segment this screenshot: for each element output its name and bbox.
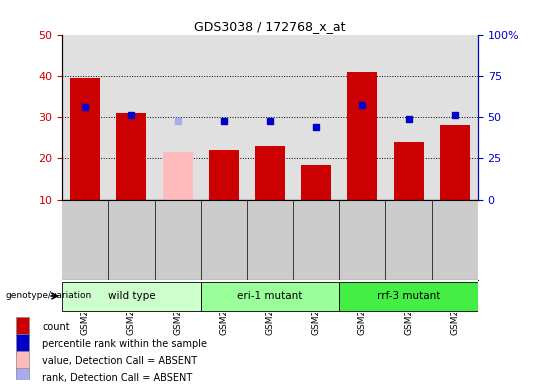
Text: rank, Detection Call = ABSENT: rank, Detection Call = ABSENT bbox=[43, 372, 193, 382]
Bar bbox=[209, 150, 239, 200]
Title: GDS3038 / 172768_x_at: GDS3038 / 172768_x_at bbox=[194, 20, 346, 33]
Bar bbox=[163, 152, 193, 200]
Bar bbox=[339, 282, 478, 311]
Bar bbox=[394, 142, 423, 200]
Text: rrf-3 mutant: rrf-3 mutant bbox=[377, 291, 440, 301]
Text: value, Detection Call = ABSENT: value, Detection Call = ABSENT bbox=[43, 356, 198, 366]
Bar bbox=[16, 351, 29, 370]
Bar bbox=[117, 113, 146, 200]
Bar bbox=[347, 72, 377, 200]
Text: eri-1 mutant: eri-1 mutant bbox=[237, 291, 303, 301]
Bar bbox=[62, 282, 201, 311]
Bar bbox=[16, 334, 29, 353]
Text: genotype/variation: genotype/variation bbox=[5, 291, 92, 301]
Bar bbox=[301, 165, 331, 200]
Bar bbox=[440, 125, 470, 200]
Bar bbox=[201, 282, 339, 311]
Text: percentile rank within the sample: percentile rank within the sample bbox=[43, 339, 207, 349]
Text: count: count bbox=[43, 322, 70, 332]
Bar bbox=[16, 317, 29, 336]
Bar bbox=[16, 368, 29, 384]
Bar bbox=[255, 146, 285, 200]
Text: wild type: wild type bbox=[107, 291, 155, 301]
Bar bbox=[70, 78, 100, 200]
